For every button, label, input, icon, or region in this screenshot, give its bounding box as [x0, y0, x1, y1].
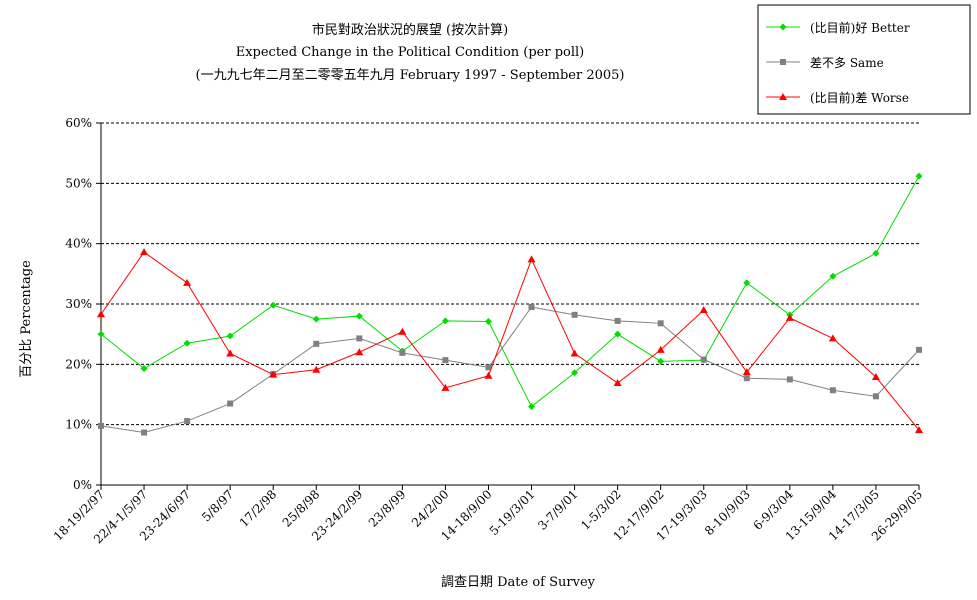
data-point — [441, 383, 450, 391]
chart-subtitle-2: (一九九七年二月至二零零五年九月 February 1997 - Septemb… — [196, 68, 625, 83]
data-point — [779, 23, 787, 31]
data-point — [356, 335, 363, 342]
data-point — [571, 311, 578, 318]
legend-label: (比目前)差 Worse — [810, 90, 909, 105]
legend-label: (比目前)好 Better — [810, 20, 910, 35]
data-point — [614, 330, 622, 338]
data-point — [786, 376, 793, 383]
data-point — [140, 248, 149, 256]
data-point — [528, 304, 535, 311]
data-point — [699, 306, 708, 314]
data-point — [226, 332, 234, 340]
data-point — [743, 279, 751, 287]
data-point — [97, 330, 105, 338]
data-point — [742, 368, 751, 376]
data-point — [355, 312, 363, 320]
chart-subtitle: Expected Change in the Political Conditi… — [236, 45, 585, 60]
legend-item: 差不多 Same — [766, 56, 884, 70]
data-point — [441, 317, 449, 325]
series-triangle — [97, 248, 923, 434]
y-tick-label: 40% — [65, 237, 92, 251]
series-line — [100, 306, 920, 434]
data-point — [829, 272, 837, 280]
data-point — [656, 345, 665, 353]
data-point — [141, 429, 148, 436]
data-point — [527, 255, 536, 263]
y-tick-labels: 0% 10% 20% 30% 40% 50% 60% — [65, 116, 92, 492]
data-point — [829, 387, 836, 394]
series-square — [98, 304, 922, 436]
series-lines — [97, 172, 923, 436]
legend-box — [757, 4, 971, 115]
legend-item: (比目前)差 Worse — [766, 90, 909, 105]
data-point — [226, 349, 235, 357]
data-point — [183, 339, 191, 347]
series-line — [100, 251, 920, 431]
x-tick-label: 5/8/97 — [199, 487, 236, 524]
y-axis-label: 百分比 Percentage — [19, 260, 34, 378]
data-point — [785, 313, 794, 321]
data-point — [227, 400, 234, 407]
x-tick-label: 24/2/00 — [409, 487, 452, 530]
y-tick-label: 50% — [65, 176, 92, 190]
x-tick-label: 23/8/99 — [366, 487, 409, 530]
series-diamond — [97, 172, 923, 411]
data-point — [872, 249, 880, 257]
x-tick-label: 5-19/3/01 — [487, 487, 538, 538]
data-point — [915, 172, 923, 180]
data-point — [613, 379, 622, 387]
x-tick-label: 25/8/98 — [280, 487, 323, 530]
data-point — [779, 93, 787, 100]
data-point — [312, 315, 320, 323]
x-tick-label: 8-10/9/03 — [702, 487, 753, 538]
chart-title: 市民對政治狀況的展望 (按次計算) — [312, 22, 508, 38]
data-point — [743, 375, 750, 382]
data-point — [570, 349, 579, 357]
data-point — [97, 310, 105, 318]
data-point — [442, 357, 449, 364]
data-point — [657, 320, 664, 327]
x-axis-label: 調查日期 Date of Survey — [441, 575, 596, 590]
axes — [96, 122, 920, 490]
series-line — [100, 175, 920, 408]
data-point — [355, 348, 364, 356]
data-point — [614, 317, 621, 324]
y-tick-label: 20% — [65, 357, 92, 371]
data-point — [657, 357, 665, 365]
data-point — [98, 422, 104, 429]
data-point — [528, 403, 536, 411]
y-tick-label: 60% — [65, 116, 92, 130]
data-point — [140, 365, 148, 373]
data-point — [828, 334, 837, 342]
data-point — [484, 371, 493, 379]
data-point — [571, 369, 579, 377]
grid-lines — [101, 122, 919, 426]
data-point — [398, 327, 407, 335]
data-point — [184, 418, 191, 425]
data-point — [872, 393, 879, 400]
y-tick-label: 30% — [65, 297, 92, 311]
data-point — [871, 373, 880, 381]
legend-label: 差不多 Same — [810, 56, 884, 70]
data-point — [916, 346, 922, 353]
legend: (比目前)好 Better 差不多 Same (比目前)差 Worse — [757, 4, 971, 115]
data-point — [183, 278, 192, 286]
data-point — [700, 356, 707, 363]
data-point — [399, 349, 406, 356]
data-point — [312, 365, 321, 373]
x-tick-label: 17/2/98 — [237, 487, 280, 530]
data-point — [269, 301, 277, 309]
data-point — [915, 426, 923, 434]
data-point — [313, 340, 320, 347]
y-tick-label: 0% — [73, 478, 92, 492]
data-point — [485, 364, 492, 371]
legend-item: (比目前)好 Better — [766, 20, 910, 35]
y-tick-label: 10% — [65, 418, 92, 432]
data-point — [484, 317, 492, 325]
data-point — [780, 59, 786, 65]
x-tick-label: 3-7/9/01 — [535, 487, 580, 532]
data-point — [269, 370, 278, 378]
